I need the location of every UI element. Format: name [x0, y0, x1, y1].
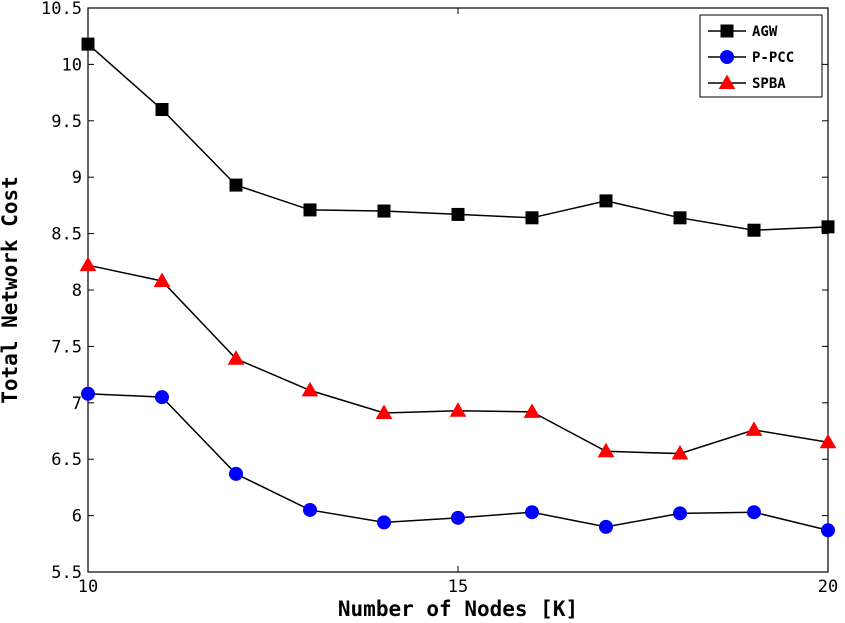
data-point	[377, 515, 391, 530]
legend-item-p-pcc: P-PCC	[708, 50, 794, 66]
y-tick-label: 8	[72, 281, 82, 301]
data-point	[451, 510, 465, 525]
data-point	[303, 203, 317, 217]
legend-label: AGW	[752, 24, 778, 40]
data-point	[821, 220, 835, 234]
data-point	[155, 103, 169, 117]
data-point	[451, 207, 465, 221]
y-tick-label: 6.5	[51, 450, 82, 470]
y-tick-label: 5.5	[51, 563, 82, 583]
x-tick-label: 10	[78, 577, 98, 597]
data-point	[303, 502, 317, 517]
legend-marker	[718, 74, 736, 89]
data-point	[745, 421, 763, 436]
legend-label: P-PCC	[752, 50, 794, 66]
legend-marker	[720, 24, 734, 38]
series-agw	[81, 37, 835, 237]
legend-label: SPBA	[752, 76, 786, 92]
data-point	[229, 178, 243, 192]
data-point	[301, 381, 319, 397]
y-tick-label: 8.5	[51, 225, 82, 245]
data-point	[597, 442, 615, 458]
data-point	[819, 433, 837, 449]
legend-item-spba: SPBA	[708, 74, 786, 92]
y-tick-label: 6	[72, 507, 82, 527]
data-point	[523, 403, 541, 418]
tick-labels: 5.5 6 6.5 7 7.5 8 8.5 9 9.5 10 10.5 10 15 20	[41, 0, 838, 597]
data-point	[599, 194, 613, 208]
data-point	[377, 204, 391, 218]
series-p-pcc	[81, 386, 835, 538]
data-point	[81, 37, 95, 51]
plot-area	[87, 7, 829, 573]
x-axis-label: Number of Nodes [K]	[338, 597, 578, 621]
y-tick-label: 7	[72, 394, 82, 414]
y-tick-label: 9	[72, 168, 82, 188]
data-point	[673, 211, 687, 225]
data-point	[155, 390, 169, 405]
y-tick-label: 10.5	[41, 0, 82, 19]
data-point	[525, 211, 539, 225]
x-tick-label: 15	[448, 577, 468, 597]
series-spba	[79, 256, 837, 460]
data-point	[229, 466, 243, 481]
data-point	[153, 272, 171, 287]
data-point	[599, 519, 613, 534]
data-point	[449, 402, 467, 417]
y-tick-label: 9.5	[51, 112, 82, 132]
data-point	[747, 505, 761, 520]
series-layer	[79, 37, 837, 538]
y-tick-label: 7.5	[51, 337, 82, 357]
data-point	[375, 404, 393, 419]
legend-marker	[720, 50, 734, 64]
x-tick-label: 20	[818, 577, 838, 597]
data-point	[673, 506, 687, 521]
legend-item-agw: AGW	[708, 24, 778, 40]
legend-entries: AGW P-PCC SPBA	[708, 24, 794, 92]
data-point	[525, 505, 539, 520]
axis-ticks	[87, 7, 829, 573]
data-point	[227, 350, 245, 365]
data-point	[821, 523, 835, 538]
data-point	[79, 256, 97, 272]
data-point	[81, 386, 95, 401]
legend: AGW P-PCC SPBA	[699, 14, 823, 98]
data-point	[671, 445, 689, 460]
y-tick-label: 10	[62, 55, 82, 75]
data-point	[747, 223, 761, 237]
y-axis-label: Total Network Cost	[0, 176, 22, 404]
